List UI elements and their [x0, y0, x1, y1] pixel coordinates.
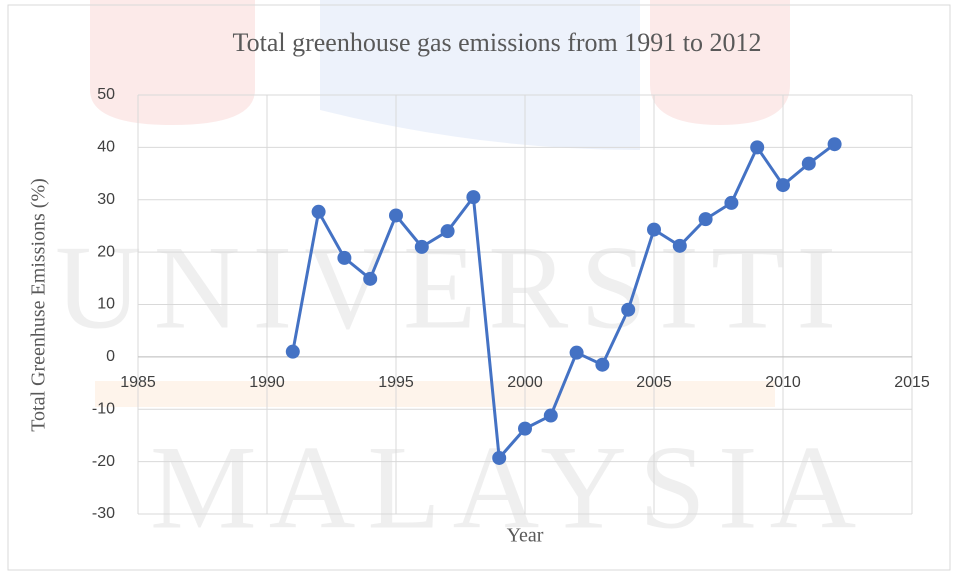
y-tick-label: -30 [92, 505, 115, 522]
data-point [389, 208, 403, 223]
data-point [621, 302, 636, 317]
y-tick-label: 50 [97, 86, 115, 103]
data-point [750, 140, 765, 155]
chart-border [7, 4, 951, 571]
y-tick-label: 20 [97, 243, 115, 260]
x-tick-label: 1985 [120, 374, 156, 391]
x-tick-label: 2015 [894, 374, 930, 391]
watermark: MALAYSIA [150, 421, 868, 554]
data-point [801, 156, 816, 171]
data-point [518, 421, 532, 436]
watermark: UNIVERSITI [55, 221, 848, 354]
x-axis-label: Year [507, 525, 544, 547]
data-point [827, 137, 842, 152]
data-point [363, 271, 378, 286]
data-point [337, 250, 352, 265]
x-tick-label: 1995 [378, 374, 414, 391]
y-tick-label: 30 [97, 191, 115, 208]
data-point [492, 450, 507, 465]
y-tick-label: 10 [97, 296, 115, 313]
data-point [414, 239, 429, 254]
data-point [776, 178, 790, 193]
y-tick-label: 40 [97, 139, 115, 156]
data-point [569, 345, 584, 360]
data-point [466, 190, 481, 205]
x-tick-label: 2005 [636, 374, 672, 391]
y-tick-label: 0 [106, 348, 115, 365]
data-point [440, 224, 455, 239]
data-point [647, 222, 661, 237]
data-point [672, 238, 687, 253]
data-point [311, 204, 326, 219]
data-point [595, 357, 610, 372]
data-point [543, 408, 558, 423]
background-art [90, 0, 790, 407]
data-point [285, 344, 300, 359]
y-tick-label: -20 [92, 453, 115, 470]
y-axis-label: Total Greenhuse Emissions (%) [28, 178, 50, 432]
data-point [724, 195, 739, 210]
data-line [291, 143, 836, 460]
x-tick-label: 2000 [507, 374, 543, 391]
y-tick-label: -10 [92, 400, 115, 417]
data-point [698, 212, 713, 227]
x-tick-label: 1990 [249, 374, 285, 391]
chart-title: Total greenhouse gas emissions from 1991… [233, 28, 762, 57]
x-tick-label: 2010 [765, 374, 801, 391]
